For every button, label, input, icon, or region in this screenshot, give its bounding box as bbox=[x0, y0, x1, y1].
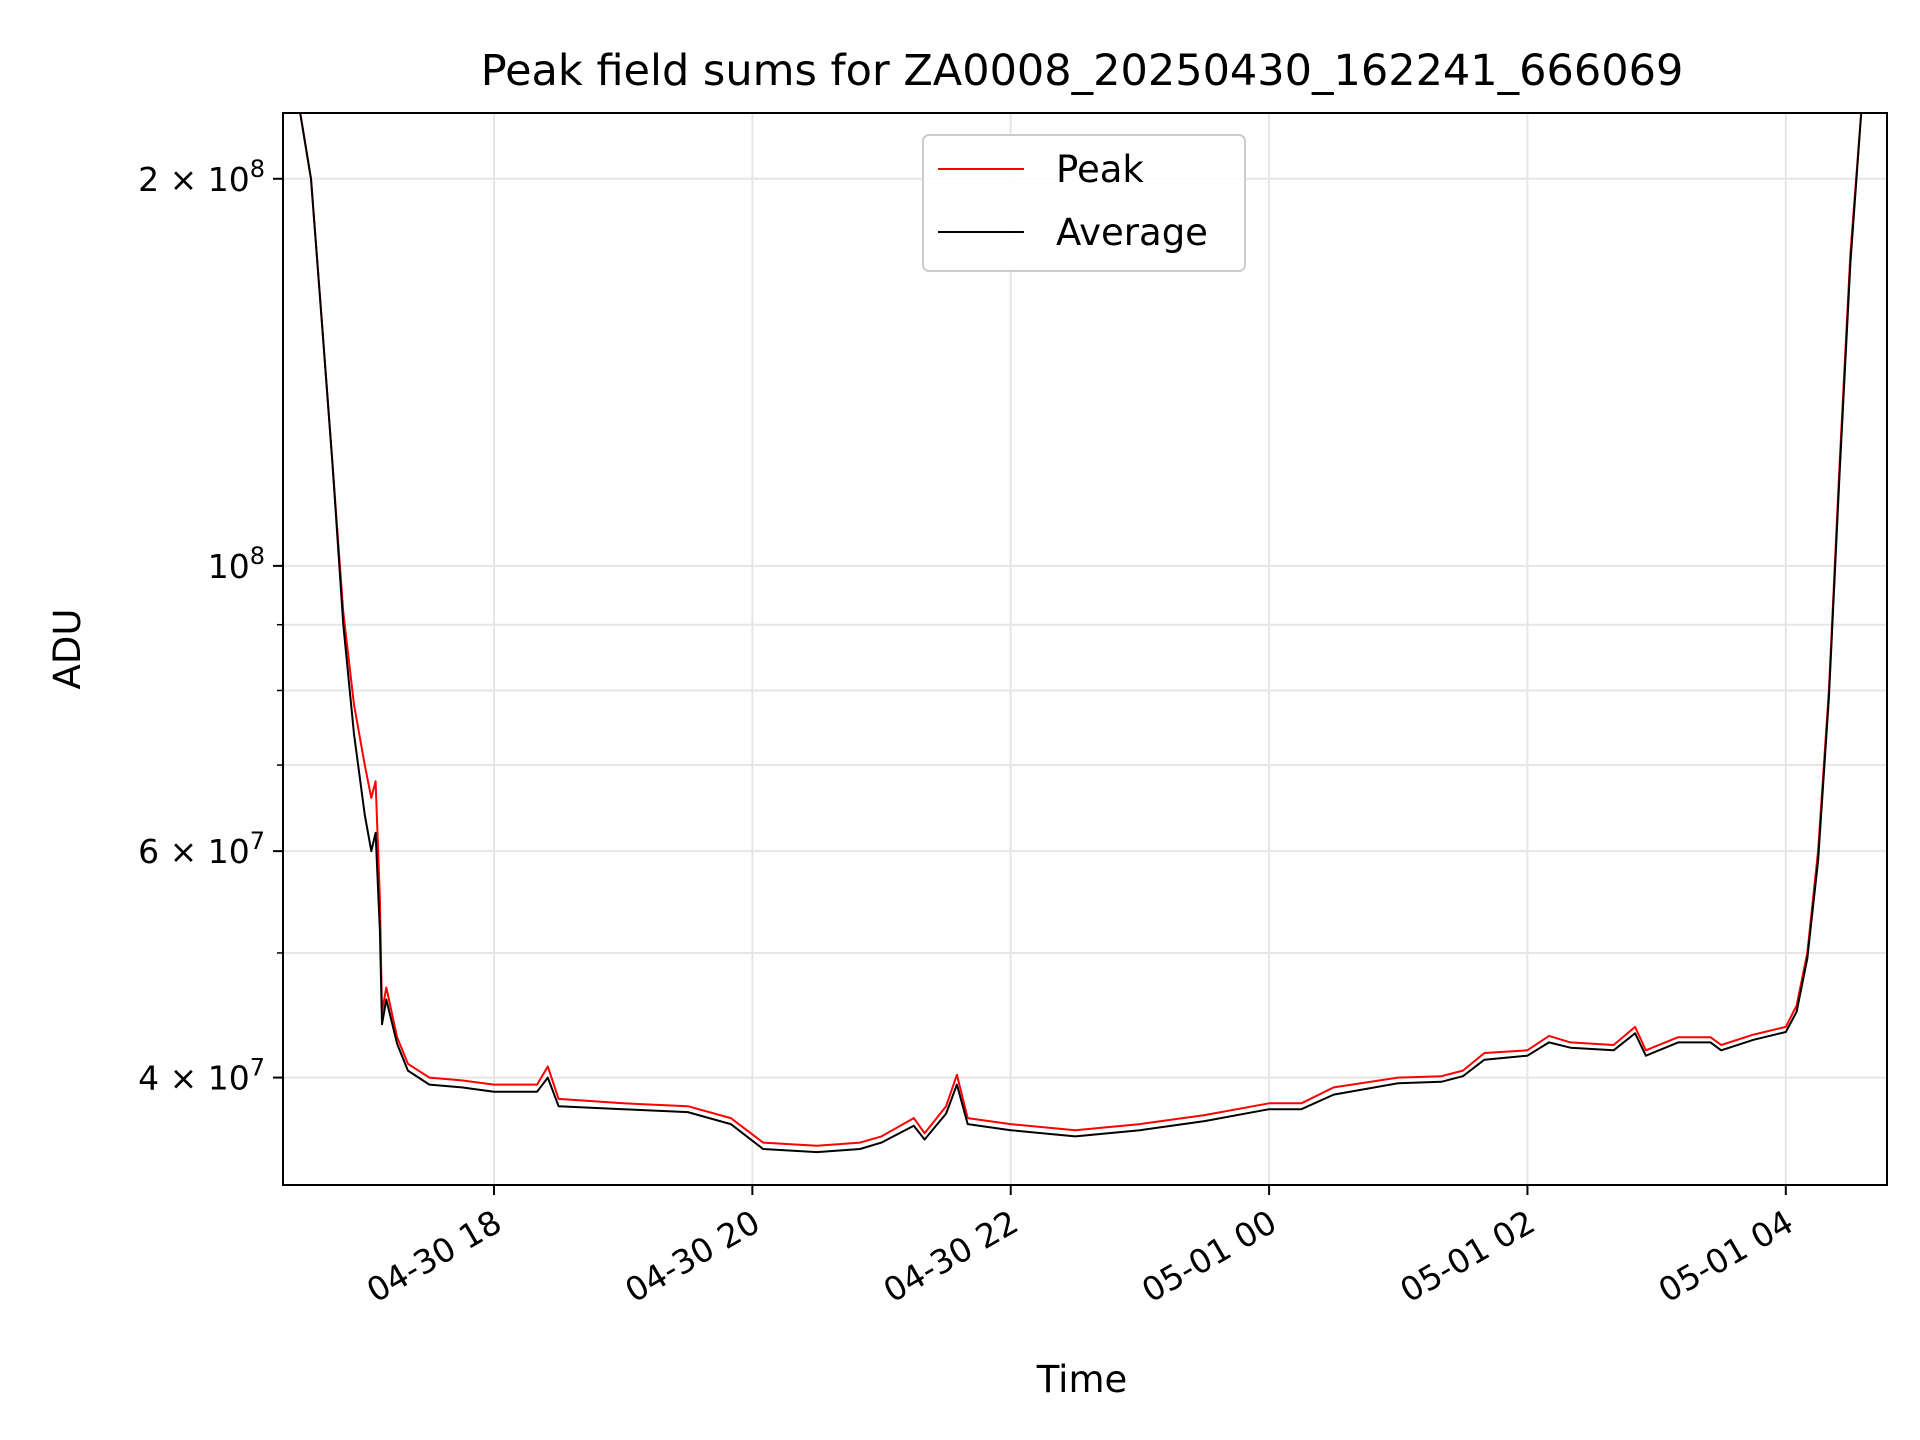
y-tick-label: 2 × 108 bbox=[138, 155, 265, 199]
y-tick-label: 4 × 107 bbox=[138, 1054, 265, 1098]
legend: Peak Average bbox=[922, 134, 1246, 272]
legend-label-peak: Peak bbox=[1056, 148, 1144, 191]
y-axis-label: ADU bbox=[46, 609, 89, 690]
plot-frame bbox=[282, 112, 1888, 1186]
y-tick-label: 6 × 107 bbox=[138, 827, 265, 871]
legend-label-average: Average bbox=[1056, 211, 1208, 254]
series-layer bbox=[283, 113, 1887, 1154]
x-axis-label: Time bbox=[1036, 1358, 1128, 1401]
series-line-average bbox=[283, 113, 1887, 1154]
y-tick-label: 108 bbox=[208, 542, 265, 586]
chart-title: Peak field sums for ZA0008_20250430_1622… bbox=[481, 46, 1684, 96]
grid bbox=[283, 113, 1887, 1185]
